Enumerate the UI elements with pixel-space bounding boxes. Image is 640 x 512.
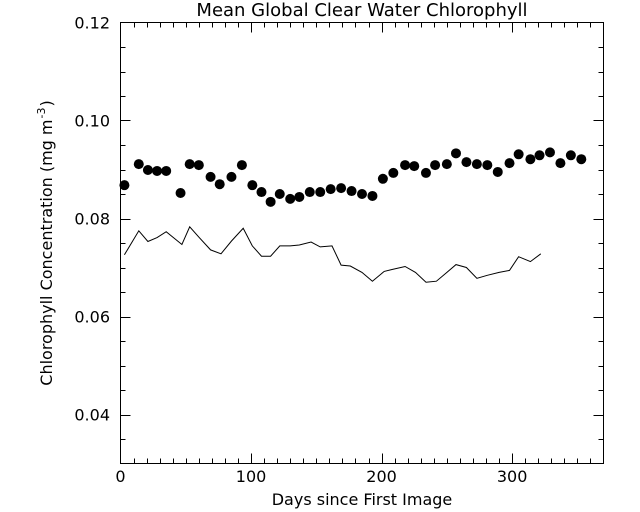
data-point <box>450 148 461 159</box>
data-point <box>193 160 204 171</box>
data-point <box>377 173 388 184</box>
data-point <box>555 158 566 169</box>
data-point <box>161 165 172 176</box>
data-point <box>346 186 357 197</box>
data-point <box>214 179 225 190</box>
data-point <box>265 196 276 207</box>
data-point <box>367 190 378 201</box>
y-axis-label-main: Chlorophyll Concentration (mg m <box>37 119 56 385</box>
data-point <box>133 159 144 170</box>
y-axis-label-superscript: -3 <box>35 108 48 119</box>
series-dots <box>119 147 587 207</box>
data-point <box>400 160 411 171</box>
data-point <box>471 159 482 170</box>
data-point <box>304 187 315 198</box>
data-point <box>441 159 452 170</box>
data-point <box>315 187 326 198</box>
data-point <box>205 171 216 182</box>
data-point <box>274 189 285 199</box>
data-point <box>576 154 587 165</box>
chart-title: Mean Global Clear Water Chlorophyll <box>196 0 527 21</box>
axis-ticks <box>120 22 604 464</box>
data-point <box>236 160 247 171</box>
data-point <box>430 160 441 171</box>
plot-frame <box>120 22 604 464</box>
series-line <box>123 225 542 283</box>
y-tick-label: 0.06 <box>74 308 110 327</box>
data-point <box>184 159 195 170</box>
data-point <box>285 193 296 204</box>
y-tick-label: 0.10 <box>74 112 110 131</box>
data-point <box>420 167 431 178</box>
data-point <box>152 165 163 176</box>
x-tick-label: 200 <box>366 467 397 486</box>
data-point <box>565 150 576 161</box>
data-point <box>336 183 347 194</box>
x-tick-label: 0 <box>115 467 125 486</box>
data-point <box>525 154 536 165</box>
data-point <box>504 158 515 169</box>
y-tick-label: 0.12 <box>74 14 110 33</box>
data-point <box>482 160 493 171</box>
x-axis-label: Days since First Image <box>272 490 453 509</box>
x-tick-label: 100 <box>236 467 267 486</box>
data-point <box>534 150 545 161</box>
y-axis-label: Chlorophyll Concentration (mg m-3) <box>35 100 56 385</box>
data-point <box>357 189 367 199</box>
data-point <box>513 149 524 160</box>
data-point <box>226 171 237 182</box>
y-axis-label-close: ) <box>37 100 56 106</box>
data-point <box>461 157 472 168</box>
y-tick-label: 0.08 <box>74 210 110 229</box>
data-point <box>544 147 555 158</box>
data-point <box>142 164 153 175</box>
data-point <box>409 161 420 172</box>
x-tick-labels: 0 100 200 300 <box>115 467 527 486</box>
data-point <box>247 180 258 191</box>
data-point <box>175 188 186 199</box>
data-point <box>294 191 305 202</box>
x-tick-label: 300 <box>497 467 528 486</box>
data-point <box>492 166 503 177</box>
y-tick-label: 0.04 <box>74 406 110 425</box>
data-point <box>119 180 130 191</box>
data-point <box>325 184 336 195</box>
data-point <box>256 187 267 198</box>
data-point <box>388 167 399 178</box>
y-tick-labels: 0.04 0.06 0.08 0.10 0.12 <box>74 14 110 425</box>
